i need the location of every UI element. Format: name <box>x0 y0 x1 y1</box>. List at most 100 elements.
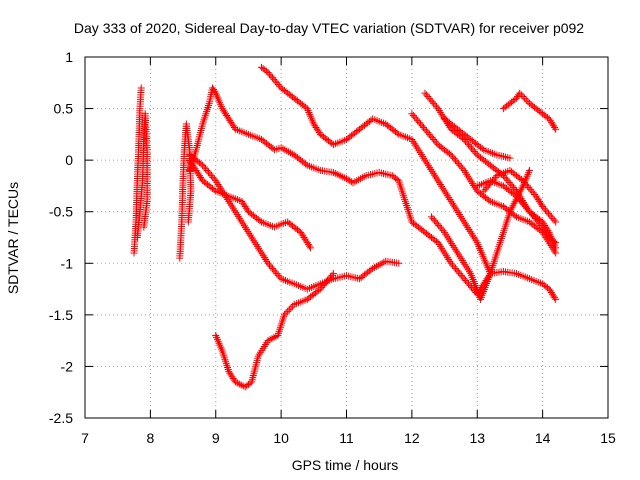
data-point <box>447 259 455 267</box>
data-point <box>519 93 527 101</box>
y-tick-label: -1 <box>61 255 74 271</box>
data-point <box>287 304 295 312</box>
data-point <box>430 99 438 107</box>
data-point <box>527 209 535 217</box>
data-point <box>302 160 310 168</box>
data-point <box>469 146 477 154</box>
data-point <box>419 123 427 131</box>
x-tick-label: 9 <box>212 430 220 446</box>
series-track-b <box>133 110 151 241</box>
data-point <box>408 110 416 118</box>
series-track-g <box>212 270 337 391</box>
data-point <box>395 259 403 267</box>
data-point <box>427 132 435 140</box>
data-point <box>508 182 516 190</box>
data-point <box>329 270 337 278</box>
data-point <box>411 113 419 121</box>
data-point <box>328 271 336 279</box>
data-point <box>449 261 457 269</box>
data-point <box>507 180 515 188</box>
data-point <box>445 150 453 158</box>
data-point <box>435 221 443 229</box>
data-point <box>307 244 315 252</box>
data-point <box>268 74 276 82</box>
data-point <box>454 268 462 276</box>
data-point <box>256 217 264 225</box>
data-point <box>415 118 423 126</box>
data-point <box>285 306 293 314</box>
data-point <box>549 215 557 223</box>
data-point <box>282 309 290 317</box>
data-point <box>199 161 207 169</box>
data-point <box>267 72 275 80</box>
data-point <box>542 206 550 214</box>
data-point <box>528 187 536 195</box>
data-point <box>418 122 426 130</box>
data-point <box>515 196 523 204</box>
data-point <box>427 96 435 104</box>
data-point <box>433 220 441 228</box>
data-point <box>552 295 560 303</box>
x-tick-label: 8 <box>146 430 154 446</box>
data-point <box>433 103 441 111</box>
data-point <box>270 266 278 274</box>
data-point <box>540 204 548 212</box>
data-point <box>521 203 529 211</box>
series-track-m <box>499 89 560 133</box>
data-point <box>433 139 441 147</box>
data-point <box>459 165 467 173</box>
data-point <box>424 93 432 101</box>
data-point <box>430 216 438 224</box>
x-tick-label: 14 <box>535 430 551 446</box>
data-point <box>454 160 462 168</box>
data-point <box>428 134 436 142</box>
data-point <box>478 145 486 153</box>
data-point <box>533 216 541 224</box>
data-point <box>546 211 554 219</box>
x-tick-label: 10 <box>273 430 289 446</box>
data-point <box>264 68 272 76</box>
data-point <box>414 117 422 125</box>
data-point <box>274 271 282 279</box>
data-points <box>130 63 560 391</box>
data-point <box>393 129 401 137</box>
data-point <box>463 278 471 286</box>
chart-title: Day 333 of 2020, Sidereal Day-to-day VTE… <box>74 20 584 36</box>
data-point <box>544 209 552 217</box>
data-point <box>269 145 277 153</box>
data-point <box>552 218 560 226</box>
data-point <box>268 264 276 272</box>
data-point <box>481 185 489 193</box>
data-point <box>467 144 475 152</box>
data-point <box>522 180 530 188</box>
data-point <box>483 184 491 192</box>
data-point <box>321 280 329 288</box>
series-track-o <box>480 166 560 226</box>
series-track-f <box>186 151 403 293</box>
data-point <box>520 178 528 186</box>
data-point <box>453 158 461 166</box>
data-point <box>209 173 217 181</box>
data-point <box>512 192 520 200</box>
data-point <box>511 191 519 199</box>
data-point <box>431 101 439 109</box>
data-point <box>520 201 528 209</box>
data-point <box>266 261 274 269</box>
y-tick-label: -2.5 <box>49 410 73 426</box>
data-point <box>501 173 509 181</box>
data-point <box>526 166 534 174</box>
x-tick-label: 11 <box>339 430 354 446</box>
data-point <box>462 276 470 284</box>
x-axis-label: GPS time / hours <box>292 457 399 473</box>
data-point <box>530 213 538 221</box>
data-point <box>424 129 432 137</box>
data-point <box>432 218 440 226</box>
y-tick-label: -0.5 <box>49 204 73 220</box>
data-point <box>273 270 281 278</box>
y-tick-label: 0 <box>65 152 73 168</box>
data-point <box>197 160 205 168</box>
data-point <box>523 182 531 190</box>
data-point <box>270 75 278 83</box>
data-point <box>463 139 471 147</box>
